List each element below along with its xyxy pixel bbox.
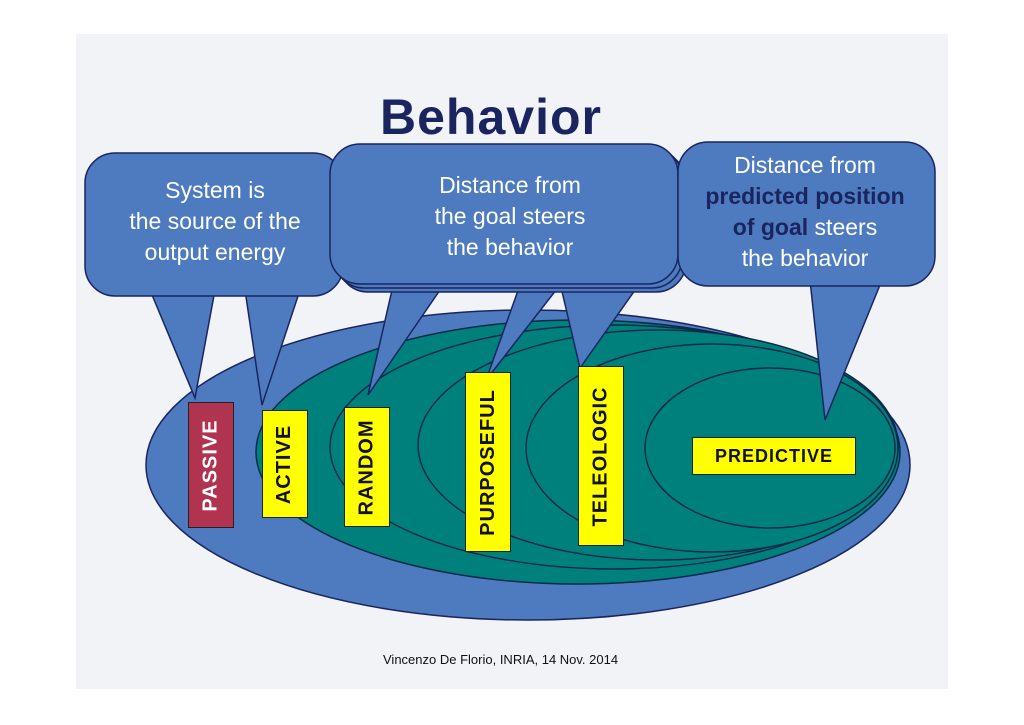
label-random: RANDOM	[344, 407, 390, 527]
label-teleologic: TELEOLOGIC	[578, 366, 624, 546]
label-purposeful-text: PURPOSEFUL	[476, 388, 499, 536]
callout-goal-distance: Distance from the goal steers the behavi…	[360, 170, 660, 263]
label-passive: PASSIVE	[188, 402, 234, 528]
callout-2-line-3: the behavior	[446, 234, 574, 260]
label-active-text: ACTIVE	[273, 424, 296, 504]
callout-2-line-1: Distance from	[439, 172, 581, 198]
callout-3-shape	[677, 141, 936, 421]
callout-1-line-2: the source of the	[129, 208, 301, 234]
callout-1-shape	[84, 152, 344, 406]
label-active: ACTIVE	[262, 410, 308, 518]
callout-3-line-1: Distance from	[734, 152, 876, 178]
callout-3-line-3-bold: of goal	[732, 214, 809, 240]
label-passive-text: PASSIVE	[199, 418, 222, 512]
label-teleologic-text: TELEOLOGIC	[589, 386, 612, 526]
slide-footer: Vincenzo De Florio, INRIA, 14 Nov. 2014	[383, 652, 619, 667]
callout-3-line-4: the behavior	[741, 245, 869, 271]
callout-3-line-3-wrap: of goal steers	[680, 212, 930, 243]
callout-3-line-3-rest: steers	[808, 214, 878, 240]
label-purposeful: PURPOSEFUL	[465, 372, 511, 552]
callout-1-line-3: output energy	[144, 239, 286, 265]
slide-title: Behavior	[380, 89, 602, 145]
callout-system-source: System is the source of the output energ…	[90, 175, 340, 268]
callout-3-line-2: predicted position	[705, 183, 905, 209]
label-predictive: PREDICTIVE	[692, 437, 856, 475]
callout-2-line-2: the goal steers	[434, 203, 586, 229]
callout-predicted-goal: Distance from predicted position of goal…	[680, 150, 930, 274]
callout-3-line-2-wrap: predicted position	[680, 181, 930, 212]
callout-1-line-1: System is	[165, 177, 265, 203]
label-random-text: RANDOM	[355, 419, 378, 515]
callout-2-shape	[329, 143, 687, 396]
